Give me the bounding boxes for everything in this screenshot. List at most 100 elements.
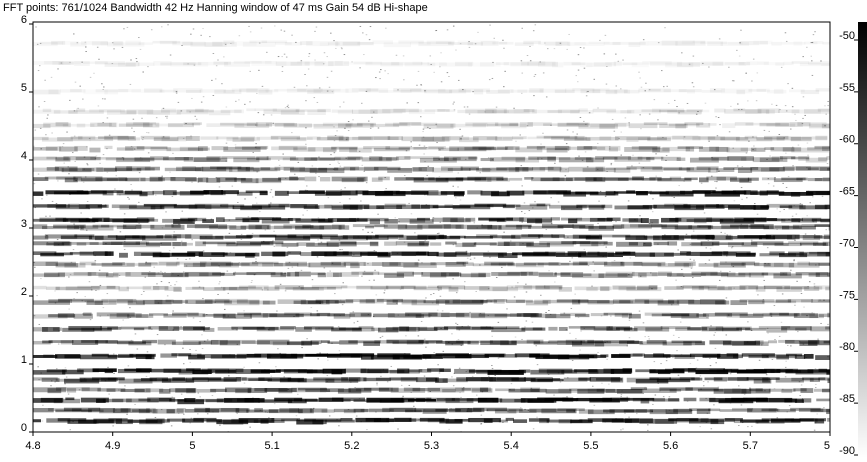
texture-speck (711, 157, 713, 158)
texture-speck (418, 260, 420, 261)
texture-speck (411, 392, 413, 393)
texture-speck (163, 136, 165, 137)
texture-streak (76, 109, 85, 112)
texture-speck (715, 348, 717, 349)
texture-speck (116, 175, 118, 176)
texture-streak (584, 146, 597, 149)
texture-speck (68, 309, 70, 310)
y-tick-label: 2 (21, 286, 27, 298)
texture-speck (161, 26, 163, 27)
texture-speck (701, 183, 703, 184)
texture-speck (587, 166, 589, 167)
texture-speck (699, 426, 701, 427)
texture-speck (708, 141, 710, 142)
texture-speck (676, 228, 678, 229)
texture-speck (802, 123, 804, 124)
texture-speck (525, 284, 527, 285)
texture-speck (345, 158, 347, 159)
texture-speck (410, 141, 412, 142)
texture-speck (545, 312, 547, 313)
texture-speck (361, 276, 363, 277)
texture-speck (100, 316, 102, 317)
texture-speck (436, 142, 438, 143)
texture-streak (159, 389, 170, 394)
texture-speck (252, 397, 254, 398)
texture-streak (586, 287, 597, 291)
texture-speck (312, 279, 314, 280)
texture-speck (264, 328, 266, 329)
texture-speck (339, 202, 341, 203)
texture-speck (308, 56, 310, 57)
texture-speck (248, 216, 250, 217)
texture-speck (827, 163, 829, 164)
texture-speck (816, 414, 818, 415)
texture-speck (580, 47, 582, 48)
texture-speck (578, 420, 580, 421)
texture-speck (452, 103, 454, 104)
texture-speck (130, 184, 132, 185)
texture-streak (68, 204, 79, 208)
texture-speck (107, 293, 109, 294)
texture-speck (81, 381, 83, 382)
texture-speck (437, 310, 439, 311)
texture-speck (773, 186, 775, 187)
texture-speck (332, 91, 334, 92)
texture-speck (727, 235, 729, 236)
texture-speck (520, 134, 522, 135)
texture-speck (330, 154, 332, 155)
texture-speck (143, 291, 145, 292)
texture-speck (341, 236, 343, 237)
texture-streak (107, 388, 116, 391)
texture-speck (488, 315, 490, 316)
texture-speck (612, 119, 614, 120)
texture-speck (605, 35, 607, 36)
texture-speck (353, 254, 355, 255)
texture-speck (361, 103, 363, 104)
texture-speck (808, 191, 810, 192)
texture-speck (521, 211, 523, 212)
texture-speck (578, 156, 580, 157)
texture-speck (457, 324, 459, 325)
texture-speck (691, 268, 693, 269)
texture-speck (678, 375, 680, 376)
texture-speck (304, 74, 306, 75)
texture-streak (77, 123, 86, 127)
texture-speck (359, 67, 361, 68)
texture-speck (475, 291, 477, 292)
texture-speck (779, 211, 781, 212)
texture-streak (151, 167, 160, 171)
texture-speck (583, 47, 585, 48)
texture-speck (86, 230, 88, 231)
texture-speck (664, 234, 666, 235)
texture-streak (646, 157, 654, 160)
texture-speck (288, 107, 290, 108)
texture-speck (54, 381, 56, 382)
texture-speck (521, 185, 523, 186)
texture-speck (169, 282, 171, 283)
texture-speck (336, 419, 338, 420)
texture-speck (543, 72, 545, 73)
header-info: FFT points: 761/1024 Bandwidth 42 Hz Han… (3, 2, 428, 14)
texture-speck (366, 429, 368, 430)
texture-streak (121, 408, 131, 412)
texture-speck (757, 72, 759, 73)
texture-speck (722, 204, 724, 205)
texture-speck (202, 348, 204, 349)
texture-speck (182, 348, 184, 349)
texture-speck (306, 85, 308, 86)
texture-speck (198, 281, 200, 282)
texture-speck (274, 403, 276, 404)
texture-speck (282, 71, 284, 72)
texture-speck (201, 102, 203, 103)
texture-speck (785, 153, 787, 154)
texture-speck (385, 188, 387, 189)
texture-speck (151, 329, 153, 330)
texture-speck (730, 373, 732, 374)
texture-speck (228, 316, 230, 317)
texture-streak (691, 378, 702, 381)
texture-streak (686, 147, 694, 152)
texture-speck (289, 262, 291, 263)
texture-speck (452, 278, 454, 279)
texture-streak (670, 389, 681, 392)
texture-streak (808, 167, 819, 170)
